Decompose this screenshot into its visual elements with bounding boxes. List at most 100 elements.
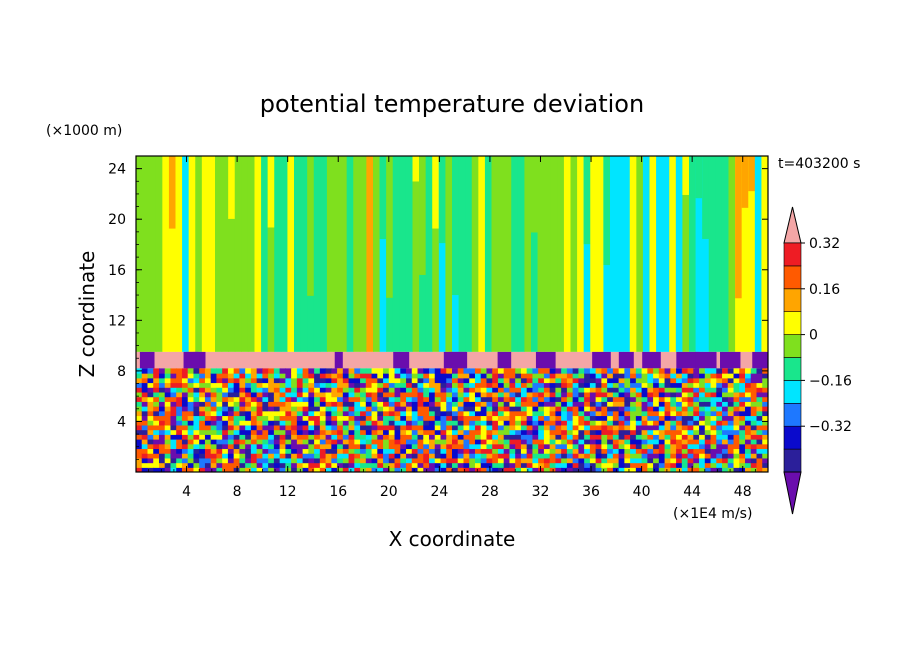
field-cell-lower bbox=[635, 457, 643, 464]
field-cell-lower bbox=[233, 424, 241, 431]
field-cell-lower bbox=[193, 429, 200, 435]
field-cell-lower bbox=[245, 368, 252, 374]
field-cell-lower bbox=[607, 391, 614, 398]
field-cell-lower bbox=[136, 391, 143, 398]
field-cell-lower bbox=[457, 391, 465, 398]
field-cell-lower bbox=[503, 377, 511, 384]
field-cell-lower bbox=[348, 462, 355, 468]
field-cell-lower bbox=[279, 424, 286, 431]
field-cell-lower bbox=[233, 420, 241, 426]
field-cell-lower bbox=[492, 396, 499, 402]
field-cell-lower bbox=[486, 434, 493, 440]
field-cell-lower bbox=[497, 373, 505, 379]
field-cell-lower bbox=[222, 415, 229, 421]
field-cell-lower bbox=[446, 391, 453, 398]
field-cell-lower bbox=[745, 453, 752, 459]
field-cell-lower bbox=[474, 373, 482, 379]
field-cell-lower bbox=[181, 439, 189, 445]
field-cell-lower bbox=[216, 443, 223, 450]
field-cell-lower bbox=[624, 415, 631, 421]
field-cell-lower bbox=[181, 406, 189, 412]
field-cell-lower bbox=[572, 439, 579, 445]
field-cell-lower bbox=[325, 457, 332, 464]
field-cell-upper bbox=[544, 156, 552, 352]
field-cell-lower bbox=[216, 401, 223, 407]
field-cell-lower bbox=[314, 457, 321, 464]
field-cell-lower bbox=[406, 410, 413, 417]
field-cell-lower bbox=[354, 429, 361, 435]
field-cell-lower bbox=[291, 391, 298, 398]
field-cell-lower bbox=[515, 415, 522, 421]
field-band-blob bbox=[720, 351, 741, 369]
field-cell-lower bbox=[239, 439, 246, 445]
field-cell-lower bbox=[239, 387, 246, 393]
field-cell-lower bbox=[612, 420, 620, 426]
field-cell-lower bbox=[417, 368, 424, 374]
field-cell-lower bbox=[227, 391, 235, 398]
field-cell-lower bbox=[187, 453, 195, 459]
field-cell-lower bbox=[233, 453, 241, 459]
field-cell-lower bbox=[262, 462, 269, 468]
field-cell-lower bbox=[434, 387, 442, 393]
field-cell-lower bbox=[727, 462, 735, 468]
field-cell-upper bbox=[353, 156, 361, 352]
field-cell-lower bbox=[704, 406, 712, 412]
field-cell-lower bbox=[584, 406, 591, 412]
field-cell-lower bbox=[486, 448, 493, 454]
field-cell-lower bbox=[681, 453, 689, 459]
field-cell-lower bbox=[722, 410, 729, 417]
field-cell-lower bbox=[452, 439, 459, 445]
field-cell-lower bbox=[762, 391, 768, 398]
field-cell-lower bbox=[222, 448, 229, 454]
field-cell-lower bbox=[291, 387, 298, 393]
field-cell-lower bbox=[440, 368, 447, 374]
field-cell-lower bbox=[474, 420, 482, 426]
field-cell-lower bbox=[147, 457, 154, 464]
field-cell-lower bbox=[187, 377, 195, 384]
field-cell-lower bbox=[245, 443, 252, 450]
field-cell-lower bbox=[273, 443, 281, 450]
field-cell-lower bbox=[509, 434, 516, 440]
field-cell-lower bbox=[302, 443, 309, 450]
field-cell-lower bbox=[239, 453, 246, 459]
field-cell-lower bbox=[520, 391, 528, 398]
field-cell-lower bbox=[486, 429, 493, 435]
field-cell-lower bbox=[429, 377, 436, 384]
field-cell-upper bbox=[570, 156, 578, 352]
field-cell-lower bbox=[273, 434, 281, 440]
field-cell-lower bbox=[584, 410, 591, 417]
field-cell-lower bbox=[635, 396, 643, 402]
field-cell-lower bbox=[699, 401, 706, 407]
field-cell-lower bbox=[187, 457, 195, 464]
field-cell-lower bbox=[710, 420, 717, 426]
field-cell-lower bbox=[727, 373, 735, 379]
field-cell-lower bbox=[664, 448, 671, 454]
field-cell-lower bbox=[193, 448, 200, 454]
field-cell-lower bbox=[314, 391, 321, 398]
field-cell-lower bbox=[371, 453, 378, 459]
field-cell-lower bbox=[509, 457, 516, 464]
field-cell-lower bbox=[210, 377, 218, 384]
field-cell-lower bbox=[302, 429, 309, 435]
field-cell-lower bbox=[141, 377, 149, 384]
field-cell-lower bbox=[635, 424, 643, 431]
field-cell-lower bbox=[572, 434, 579, 440]
field-cell-lower bbox=[452, 429, 459, 435]
field-cell-lower bbox=[526, 462, 534, 468]
field-cell-lower bbox=[360, 443, 367, 450]
field-cell-lower bbox=[486, 368, 493, 374]
field-cell-lower bbox=[319, 396, 327, 402]
field-cell-lower bbox=[153, 368, 160, 374]
field-cell-lower bbox=[279, 415, 286, 421]
field-cell-lower bbox=[268, 467, 275, 472]
field-cell-lower bbox=[630, 439, 637, 445]
field-cell-lower bbox=[411, 434, 419, 440]
field-cell-lower bbox=[480, 453, 488, 459]
field-cell-lower bbox=[612, 391, 620, 398]
field-cell-lower bbox=[302, 368, 309, 374]
field-cell-lower bbox=[417, 434, 424, 440]
field-cell-upper bbox=[215, 156, 223, 352]
field-cell-lower bbox=[193, 424, 200, 431]
field-cell-lower bbox=[526, 424, 534, 431]
field-cell-upper bbox=[188, 156, 196, 352]
